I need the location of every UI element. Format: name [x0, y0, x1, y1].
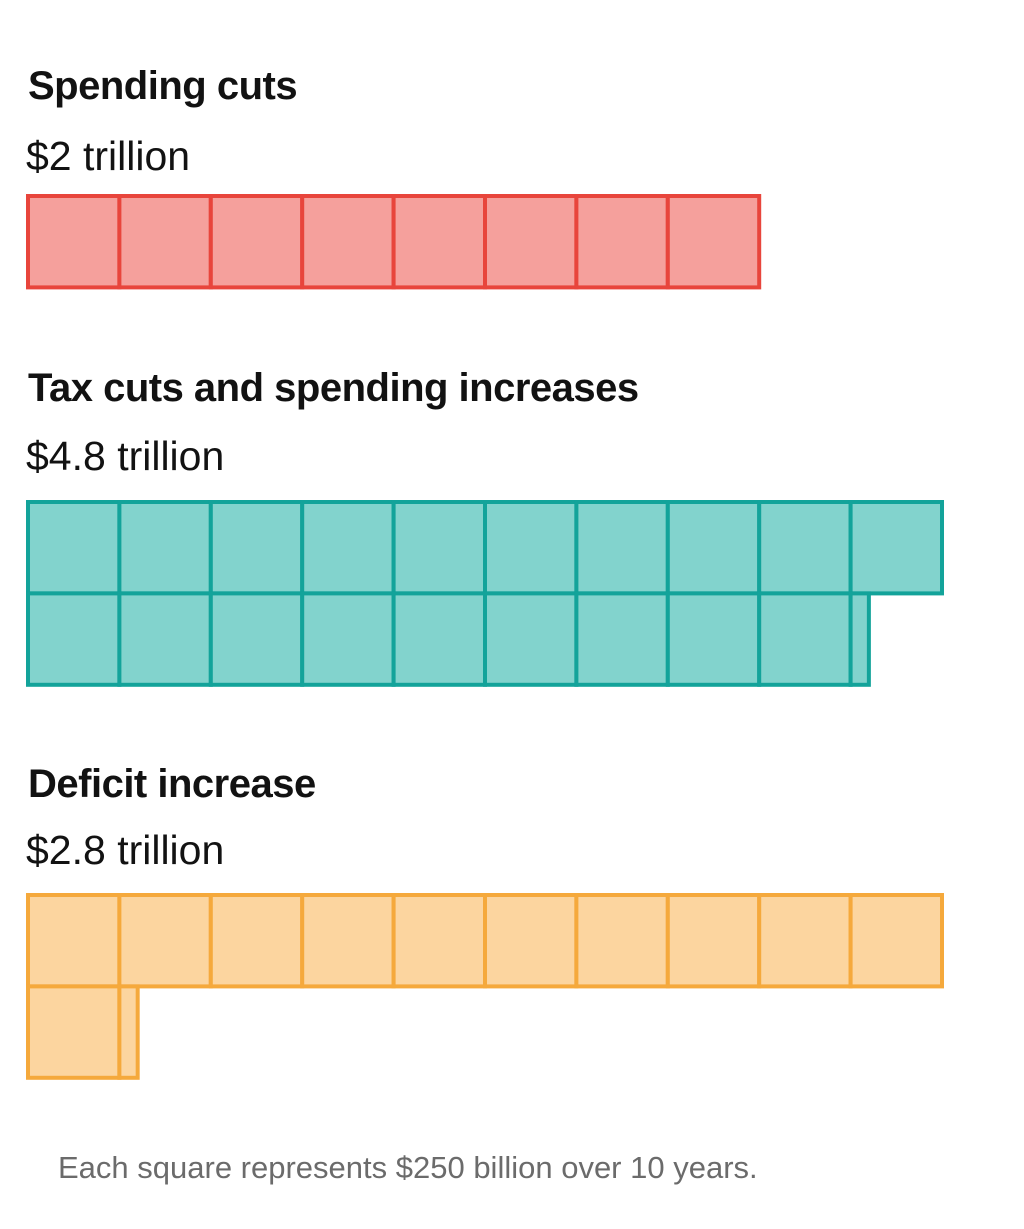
- group-title: Spending cuts: [28, 64, 298, 108]
- waffle-square: [300, 194, 396, 290]
- waffle-square: [848, 500, 944, 596]
- waffle-square: [391, 893, 488, 989]
- group-title: Tax cuts and spending increases: [28, 366, 639, 410]
- waffle-square: [26, 500, 122, 596]
- waffle-square: [208, 500, 305, 596]
- waffle-square: [208, 591, 305, 687]
- waffle-square: [300, 591, 396, 687]
- waffle-square: [208, 893, 305, 989]
- waffle-square: [117, 500, 213, 596]
- waffle-square: [26, 591, 122, 687]
- waffle-square: [757, 893, 853, 989]
- waffle-square: [26, 984, 122, 1080]
- waffle-square: [300, 500, 396, 596]
- waffle-square: [483, 194, 579, 290]
- waffle-square: [483, 500, 579, 596]
- waffle-square: [26, 893, 122, 989]
- waffle-square: [757, 591, 853, 687]
- waffle-square: [574, 500, 670, 596]
- group-value: $2.8 trillion: [26, 827, 225, 873]
- waffle-square: [665, 194, 762, 290]
- waffle-square: [117, 194, 213, 290]
- group-value: $4.8 trillion: [26, 433, 225, 479]
- waffle-square: [665, 591, 762, 687]
- waffle-square: [391, 591, 488, 687]
- footnote: Each square represents $250 billion over…: [58, 1150, 758, 1185]
- waffle-square: [208, 194, 305, 290]
- waffle-square: [483, 893, 579, 989]
- waffle-square: [665, 500, 762, 596]
- waffle-square: [300, 893, 396, 989]
- waffle-square: [117, 893, 213, 989]
- waffle-square: [848, 893, 944, 989]
- waffle-square-partial: [117, 984, 140, 1080]
- waffle-square: [574, 893, 670, 989]
- waffle-square: [26, 194, 122, 290]
- waffle-square: [574, 194, 670, 290]
- group-title: Deficit increase: [28, 762, 316, 806]
- waffle-square: [574, 591, 670, 687]
- group-value: $2 trillion: [26, 133, 191, 179]
- waffle-square-partial: [848, 591, 871, 687]
- waffle-square: [117, 591, 213, 687]
- waffle-square: [483, 591, 579, 687]
- waffle-square: [391, 194, 488, 290]
- waffle-square: [665, 893, 762, 989]
- waffle-square: [757, 500, 853, 596]
- waffle-square: [391, 500, 488, 596]
